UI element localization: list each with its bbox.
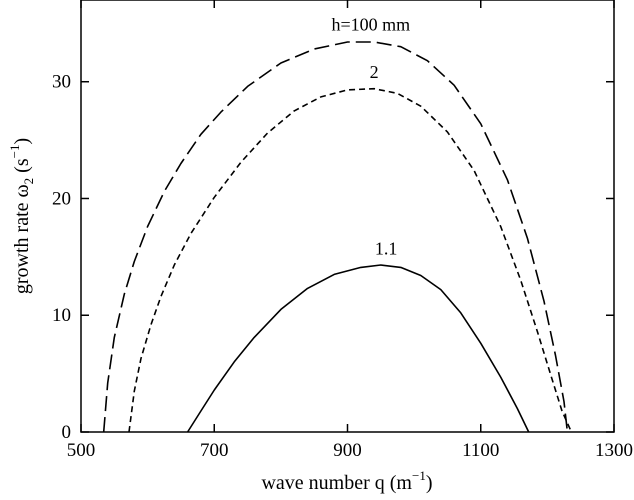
y-tick-label: 20 <box>52 188 71 209</box>
series-line-1 <box>128 87 573 433</box>
y-tick-label: 10 <box>52 305 71 326</box>
axis-ticks <box>80 0 615 433</box>
y-axis-label: growth rate ω2 (s−1) <box>7 138 36 294</box>
plot-frame <box>80 0 615 433</box>
series-line-2 <box>186 264 530 433</box>
curve-labels: h=100 mm 2 1.1 <box>331 14 410 258</box>
x-tick-label: 500 <box>67 440 96 461</box>
series-line-0 <box>102 41 569 433</box>
x-tick-label: 700 <box>200 440 229 461</box>
x-tick-label: 1300 <box>595 440 633 461</box>
curves <box>102 41 573 433</box>
x-tick-label: 900 <box>333 440 362 461</box>
curve-label: h=100 mm <box>331 14 410 34</box>
y-tick-label: 30 <box>52 72 71 93</box>
curve-label: 2 <box>370 62 379 82</box>
x-tick-label: 1100 <box>462 440 499 461</box>
curve-label: 1.1 <box>375 239 398 259</box>
y-tick-label: 0 <box>62 422 72 443</box>
axis-tick-labels: 500 700 900 1100 1300 0 10 20 30 <box>52 72 633 461</box>
x-axis-label: wave number q (m−1) <box>261 468 432 494</box>
